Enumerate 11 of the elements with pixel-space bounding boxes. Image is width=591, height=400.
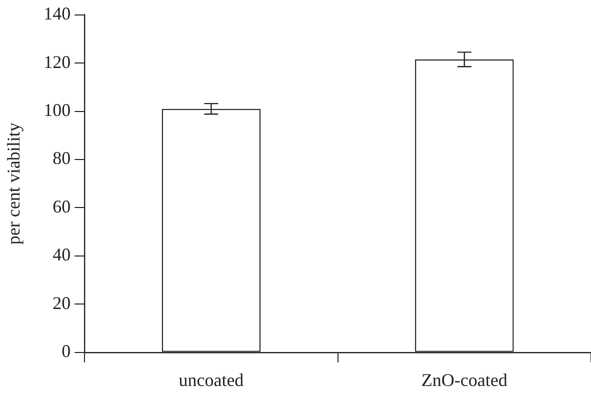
y-tick-label: 60 bbox=[52, 196, 71, 216]
y-tick-label: 20 bbox=[52, 292, 71, 313]
y-tick-label: 140 bbox=[44, 4, 71, 24]
y-tick-label: 80 bbox=[52, 148, 71, 168]
y-tick-label: 40 bbox=[52, 244, 71, 265]
y-tick-label: 0 bbox=[62, 341, 71, 362]
y-axis-title: per cent viability bbox=[4, 122, 24, 245]
y-tick-label: 120 bbox=[44, 52, 71, 72]
x-tick-label: uncoated bbox=[178, 370, 244, 390]
x-tick-label: ZnO-coated bbox=[421, 370, 508, 390]
y-tick-label: 100 bbox=[44, 100, 71, 120]
